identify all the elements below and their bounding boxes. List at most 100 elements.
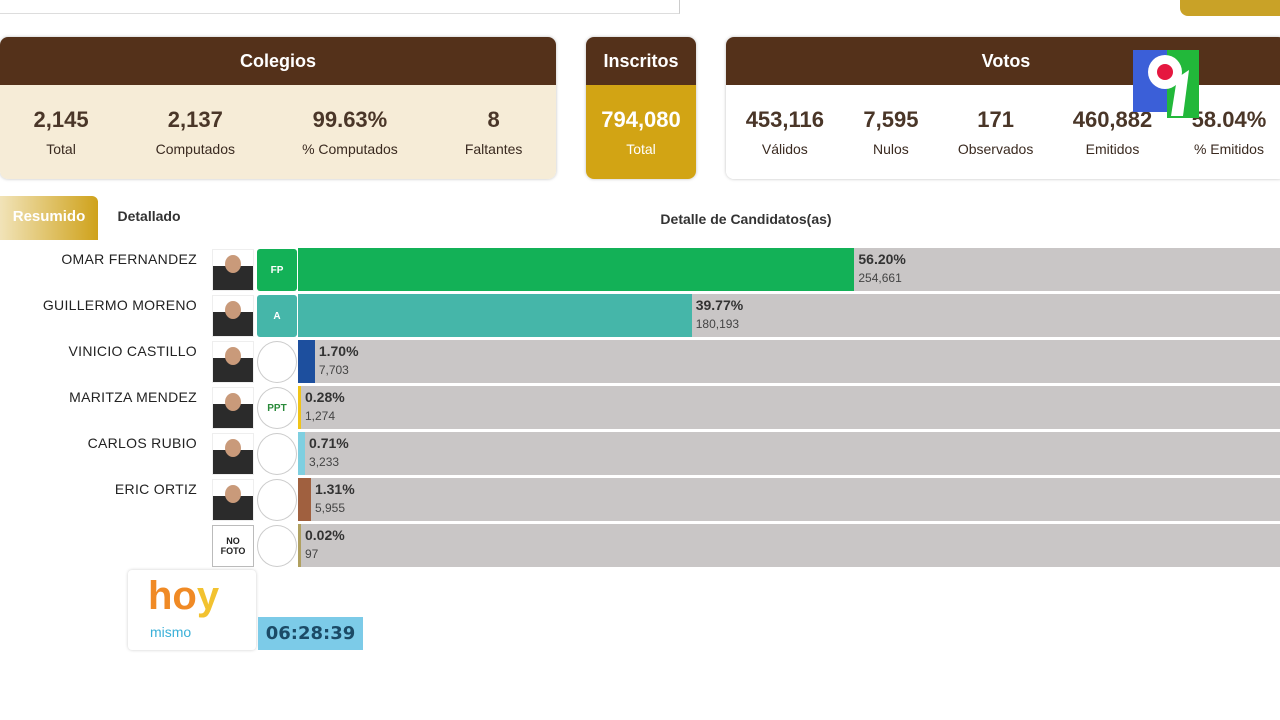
- candidate-name: GUILLERMO MORENO: [42, 297, 197, 313]
- channel-9-logo: [1133, 50, 1199, 118]
- top-button[interactable]: [1180, 0, 1280, 16]
- colegios-title: Colegios: [0, 37, 556, 85]
- hoy-mismo-logo: hoy mismo: [128, 570, 256, 650]
- vote-bar: [298, 340, 315, 383]
- vote-count: 3,233: [309, 455, 340, 469]
- stat: 58.04% % Emitidos: [1192, 107, 1267, 157]
- party-logo: [257, 433, 297, 475]
- stat: 8 Faltantes: [465, 107, 523, 157]
- party-logo: [257, 341, 297, 383]
- vote-count: 1,274: [305, 409, 336, 423]
- party-logo: [257, 525, 297, 567]
- inscritos-card: Inscritos 794,080 Total: [586, 37, 696, 179]
- vote-pct: 0.28%: [305, 389, 345, 405]
- stat: 794,080 Total: [601, 107, 681, 157]
- candidate-row: GUILLERMO MORENO A 39.77% 180,193: [0, 293, 1280, 339]
- vote-pct: 0.71%: [309, 435, 349, 451]
- stat: 99.63% % Computados: [302, 107, 398, 157]
- candidate-name: OMAR FERNANDEZ: [61, 251, 197, 267]
- vote-bar: [298, 294, 692, 337]
- stat: 2,145 Total: [34, 107, 89, 157]
- vote-pct: 39.77%: [695, 297, 744, 313]
- candidate-row: NO FOTO 0.02% 97: [0, 523, 1280, 569]
- vote-bar-track: 1.70% 7,703: [298, 340, 1280, 383]
- stat: 453,116 Válidos: [746, 107, 824, 157]
- candidate-row: CARLOS RUBIO 0.71% 3,233: [0, 431, 1280, 477]
- vote-label: 56.20% 254,661: [858, 251, 905, 285]
- stat-value: 453,116: [745, 107, 824, 132]
- vote-count: 254,661: [858, 271, 902, 285]
- vote-bar-track: 0.71% 3,233: [298, 432, 1280, 475]
- vote-bar-track: 1.31% 5,955: [298, 478, 1280, 521]
- stat-label: Emitidos: [1085, 141, 1140, 157]
- candidate-row: VINICIO CASTILLO 1.70% 7,703: [0, 339, 1280, 385]
- stat-label: Total: [46, 141, 76, 157]
- tab-detallado[interactable]: Detallado: [117, 208, 181, 224]
- vote-count: 180,193: [695, 317, 740, 331]
- stat-label: Total: [626, 141, 656, 157]
- tab-resumido[interactable]: Resumido: [0, 196, 98, 240]
- party-logo: PPT: [257, 387, 297, 429]
- stat-value: 8: [487, 107, 500, 132]
- candidate-photo: [212, 295, 254, 337]
- vote-label: 1.70% 7,703: [319, 343, 359, 377]
- vote-count: 5,955: [314, 501, 345, 515]
- stat-label: % Computados: [302, 141, 398, 157]
- no-photo-placeholder: NO FOTO: [212, 525, 254, 567]
- vote-label: 1.31% 5,955: [315, 481, 355, 515]
- stat-label: Faltantes: [464, 141, 523, 157]
- stat-value: 2,145: [33, 107, 89, 132]
- stat: 2,137 Computados: [156, 107, 235, 157]
- candidate-row: OMAR FERNANDEZ FP 56.20% 254,661: [0, 247, 1280, 293]
- inscritos-title: Inscritos: [586, 37, 696, 85]
- vote-bar-track: 0.02% 97: [298, 524, 1280, 567]
- stat-value: 7,595: [863, 107, 919, 132]
- candidate-photo: [212, 387, 254, 429]
- candidate-name: CARLOS RUBIO: [87, 435, 197, 451]
- candidate-name: ERIC ORTIZ: [114, 481, 197, 497]
- colegios-card: Colegios 2,145 Total 2,137 Computados 99.63%…: [0, 37, 556, 179]
- stat-label: Observados: [957, 141, 1034, 157]
- vote-pct: 1.31%: [314, 481, 355, 497]
- votos-card: Votos 453,116 Válidos 7,595 Nulos 171 Observa…: [726, 37, 1280, 179]
- vote-bar-track: 56.20% 254,661: [298, 248, 1280, 291]
- vote-count: 7,703: [318, 363, 349, 377]
- search-bar[interactable]: [0, 0, 680, 14]
- candidate-name: VINICIO CASTILLO: [68, 343, 197, 359]
- vote-pct: 56.20%: [858, 251, 906, 267]
- stat-label: Computados: [155, 141, 236, 157]
- stat-value: 99.63%: [312, 107, 388, 132]
- vote-label: 0.28% 1,274: [305, 389, 345, 423]
- view-tabs: Resumido Detallado: [0, 196, 200, 240]
- stat: 460,882 Emitidos: [1073, 107, 1153, 157]
- stat-label: % Emitidos: [1193, 141, 1264, 157]
- vote-bar-track: 39.77% 180,193: [298, 294, 1280, 337]
- candidate-photo: [212, 433, 254, 475]
- party-logo: A: [257, 295, 297, 337]
- candidate-photo: [212, 479, 254, 521]
- vote-pct: 0.02%: [305, 527, 345, 543]
- party-logo: [257, 479, 297, 521]
- stat-label: Nulos: [873, 141, 909, 157]
- vote-bar: [298, 478, 311, 521]
- vote-bar: [298, 248, 855, 291]
- candidate-photo: [212, 341, 254, 383]
- section-title: Detalle de Candidatos(as): [660, 211, 832, 227]
- candidate-name: MARITZA MENDEZ: [69, 389, 197, 405]
- vote-bar: [298, 386, 301, 429]
- candidate-row: MARITZA MENDEZ PPT 0.28% 1,274: [0, 385, 1280, 431]
- stat-value: 2,137: [167, 107, 223, 132]
- stat-label: Válidos: [761, 141, 808, 157]
- vote-label: 0.71% 3,233: [309, 435, 349, 469]
- stat: 7,595 Nulos: [863, 107, 918, 157]
- vote-label: 0.02% 97: [305, 527, 345, 561]
- clock: 06:28:39: [258, 617, 363, 650]
- stat-value: 58.04%: [1191, 107, 1267, 132]
- candidate-photo: [212, 249, 254, 291]
- vote-bar: [298, 524, 301, 567]
- stat-value: 171: [977, 107, 1014, 132]
- stat-value: 794,080: [601, 107, 681, 132]
- vote-bar: [298, 432, 306, 475]
- candidates-list: OMAR FERNANDEZ FP 56.20% 254,661 GUILLERMO…: [0, 247, 1280, 569]
- vote-pct: 1.70%: [318, 343, 359, 359]
